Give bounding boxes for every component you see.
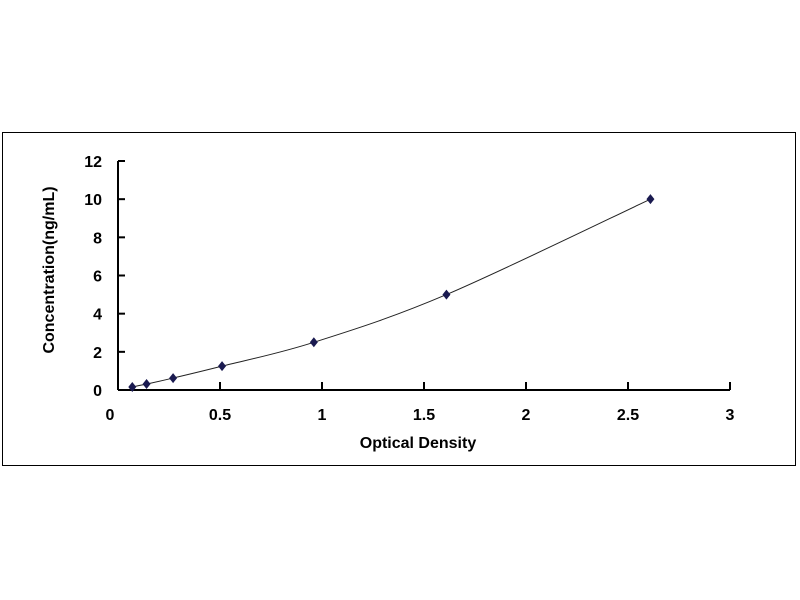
x-tick-label: 1 <box>318 407 327 424</box>
x-tick-label: 0 <box>106 407 115 424</box>
y-tick-label: 10 <box>84 192 102 209</box>
data-point <box>442 289 451 300</box>
y-tick-label: 0 <box>93 383 102 400</box>
data-point <box>128 382 137 393</box>
data-point <box>309 337 318 348</box>
data-point <box>646 194 655 205</box>
x-tick-label: 2.5 <box>617 407 639 424</box>
data-point <box>218 361 227 372</box>
y-tick-label: 12 <box>84 154 102 171</box>
x-tick-label: 0.5 <box>209 407 231 424</box>
chart-frame <box>2 132 796 466</box>
y-axis-label: Concentration(ng/mL) <box>41 186 58 353</box>
x-tick-label: 3 <box>726 407 735 424</box>
y-tick-label: 2 <box>93 345 102 362</box>
fit-curve <box>132 198 651 388</box>
data-point <box>142 379 151 390</box>
y-tick-label: 6 <box>93 269 102 286</box>
data-point <box>169 373 178 384</box>
y-tick-label: 4 <box>93 307 102 324</box>
x-tick-label: 1.5 <box>413 407 435 424</box>
x-axis-label: Optical Density <box>360 435 477 452</box>
y-tick-label: 8 <box>93 230 102 247</box>
x-tick-label: 2 <box>522 407 531 424</box>
